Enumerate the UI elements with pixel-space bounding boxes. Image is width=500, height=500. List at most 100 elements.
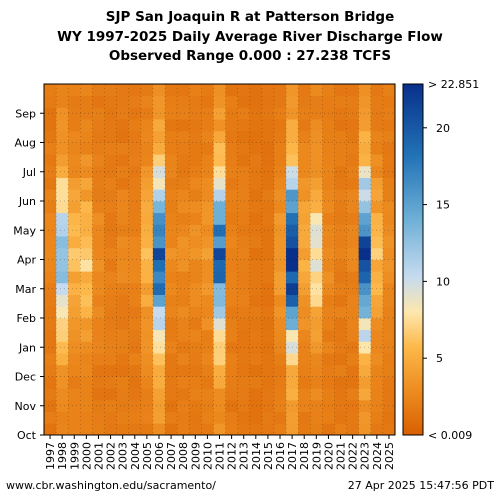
heatmap-cell xyxy=(68,259,81,272)
heatmap-cell xyxy=(382,294,396,307)
heatmap-cell xyxy=(140,259,154,272)
heatmap-cell xyxy=(201,294,214,307)
heatmap-cell xyxy=(177,388,190,401)
heatmap-cell xyxy=(44,212,57,225)
heatmap-cell xyxy=(358,376,372,389)
heatmap-cell xyxy=(116,212,130,225)
heatmap-cell xyxy=(80,388,93,401)
heatmap-cell xyxy=(116,399,130,412)
colorbar-top-label: > 22.851 xyxy=(428,78,479,91)
heatmap-cell xyxy=(92,259,105,272)
heatmap-cell xyxy=(201,306,214,319)
heatmap-cell xyxy=(80,201,93,214)
y-tick-label: Feb xyxy=(17,312,36,325)
heatmap-cell xyxy=(104,376,118,389)
heatmap-cell xyxy=(213,388,226,401)
heatmap-cell xyxy=(116,376,130,389)
heatmap-cell xyxy=(177,84,190,97)
heatmap-cell xyxy=(370,364,384,377)
heatmap-cell xyxy=(44,294,57,307)
heatmap-cell xyxy=(104,95,118,108)
heatmap-cell xyxy=(237,107,251,120)
chart-title: SJP San Joaquin R at Patterson Bridge xyxy=(105,9,395,25)
heatmap-cell xyxy=(310,165,323,178)
heatmap-cell xyxy=(346,84,360,97)
heatmap-cell xyxy=(44,177,57,190)
heatmap-cell xyxy=(189,189,202,202)
heatmap-cell xyxy=(286,306,299,319)
heatmap-cell xyxy=(116,107,130,120)
heatmap-cell xyxy=(140,282,154,295)
x-tick-label: 2001 xyxy=(92,442,105,470)
heatmap-cell xyxy=(68,84,81,97)
heatmap-cell xyxy=(346,142,360,155)
heatmap-cell xyxy=(322,376,335,389)
heatmap-cell xyxy=(44,411,57,424)
heatmap-cell xyxy=(261,423,275,436)
heatmap-cell xyxy=(310,376,323,389)
heatmap-cell xyxy=(310,329,323,342)
heatmap-cell xyxy=(334,142,347,155)
heatmap-cell xyxy=(298,329,311,342)
heatmap-cell xyxy=(189,318,202,331)
heatmap-cell xyxy=(140,165,154,178)
heatmap-cell xyxy=(104,411,118,424)
heatmap-cell xyxy=(346,154,360,167)
heatmap-cell xyxy=(189,329,202,342)
heatmap-cell xyxy=(225,154,239,167)
heatmap-cell xyxy=(273,282,287,295)
heatmap-cell xyxy=(286,119,299,132)
heatmap-cell xyxy=(346,341,360,354)
heatmap-cell xyxy=(68,95,81,108)
heatmap-cell xyxy=(128,154,142,167)
heatmap-cell xyxy=(104,165,118,178)
heatmap-cell xyxy=(225,165,239,178)
heatmap-cell xyxy=(286,411,299,424)
heatmap-cell xyxy=(201,388,214,401)
heatmap-cell xyxy=(104,154,118,167)
heatmap-cell xyxy=(310,271,323,284)
heatmap-cell xyxy=(140,329,154,342)
heatmap-cell xyxy=(225,282,239,295)
heatmap-cell xyxy=(128,142,142,155)
heatmap-cell xyxy=(213,306,226,319)
heatmap-cell xyxy=(140,399,154,412)
heatmap-cell xyxy=(165,201,178,214)
heatmap-cell xyxy=(140,353,154,366)
heatmap-cell xyxy=(358,329,372,342)
heatmap-cell xyxy=(334,130,347,143)
heatmap-cell xyxy=(92,306,105,319)
heatmap-cell xyxy=(80,271,93,284)
heatmap-cell xyxy=(80,329,93,342)
heatmap-cell xyxy=(68,306,81,319)
heatmap-cell xyxy=(334,259,347,272)
heatmap-cell xyxy=(213,177,226,190)
heatmap-cell xyxy=(237,306,251,319)
heatmap-cell xyxy=(80,84,93,97)
heatmap-cell xyxy=(189,364,202,377)
heatmap-cell xyxy=(104,329,118,342)
heatmap-cell xyxy=(92,224,105,237)
heatmap-cell xyxy=(56,271,69,284)
heatmap-cell xyxy=(116,177,130,190)
heatmap-cell xyxy=(140,388,154,401)
heatmap-cell xyxy=(44,399,57,412)
heatmap-cell xyxy=(152,259,166,272)
heatmap-cell xyxy=(261,388,275,401)
heatmap-cell xyxy=(104,177,118,190)
heatmap-cell xyxy=(382,224,396,237)
heatmap-cell xyxy=(382,329,396,342)
heatmap-cell xyxy=(298,318,311,331)
heatmap-cell xyxy=(358,388,372,401)
heatmap-cell xyxy=(140,142,154,155)
heatmap-cell xyxy=(382,107,396,120)
heatmap-cell xyxy=(165,329,178,342)
heatmap-cell xyxy=(370,318,384,331)
heatmap-cell xyxy=(128,212,142,225)
heatmap-cell xyxy=(249,107,263,120)
heatmap-cell xyxy=(346,388,360,401)
heatmap-cell xyxy=(322,130,335,143)
heatmap-cell xyxy=(382,177,396,190)
heatmap-cell xyxy=(189,388,202,401)
heatmap-cell xyxy=(56,236,69,249)
